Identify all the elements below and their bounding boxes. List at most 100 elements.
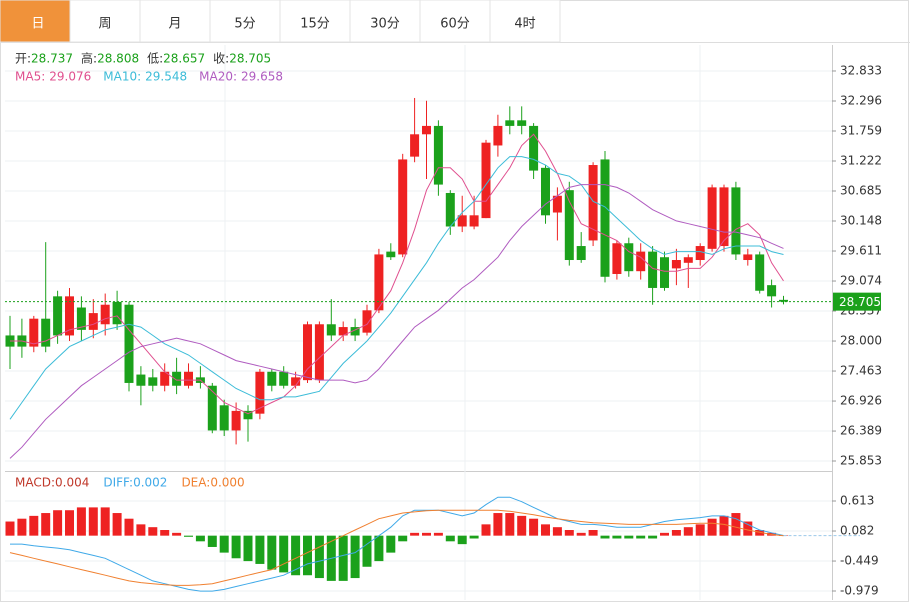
- candle-body: [267, 371, 277, 386]
- macd-bar: [76, 507, 86, 536]
- macd-bar: [564, 530, 574, 536]
- tab-label: 5分: [234, 17, 255, 32]
- y-tick-label: 32.833: [840, 63, 882, 77]
- macd-bar: [350, 535, 360, 579]
- legend-value: 29.548: [145, 70, 187, 84]
- tab-box: [139, 0, 211, 43]
- macd-line: [9, 509, 784, 586]
- macd-bar: [636, 535, 646, 539]
- y-tick-label: 32.296: [840, 93, 882, 107]
- candle-body: [552, 195, 562, 213]
- macd-bar: [29, 515, 39, 536]
- ohlc-value: 28.737: [31, 52, 73, 66]
- macd-bar: [529, 518, 539, 536]
- candle-body: [326, 324, 336, 336]
- macd-bar: [172, 532, 182, 536]
- candle-body: [505, 120, 515, 126]
- macd-bar: [707, 518, 717, 536]
- candle-body: [172, 371, 182, 386]
- candle-body: [767, 285, 777, 297]
- macd-bar: [53, 510, 63, 536]
- legend-label: DEA:: [181, 476, 210, 490]
- tab-label: 15分: [300, 17, 330, 32]
- macd-bar: [719, 515, 729, 536]
- candle-body: [100, 304, 110, 325]
- macd-bar: [648, 535, 658, 539]
- macd-bar: [148, 527, 158, 536]
- legend-label: MA5:: [15, 70, 45, 84]
- candle-body: [445, 192, 455, 227]
- candle-body: [314, 324, 324, 381]
- candle-body: [636, 251, 646, 272]
- tab[interactable]: 日: [0, 0, 76, 43]
- ohlc-value: 28.657: [163, 52, 205, 66]
- candle-body: [457, 215, 467, 227]
- y-tick-label: 26.926: [840, 394, 882, 408]
- macd-bar: [410, 532, 420, 536]
- macd-bar: [433, 532, 443, 536]
- candle-body: [481, 142, 491, 219]
- candle-body: [671, 260, 681, 269]
- candle-body: [624, 243, 634, 272]
- candle-body: [124, 304, 134, 383]
- candle-body: [755, 254, 765, 291]
- tab[interactable]: 60分: [419, 0, 491, 43]
- tab[interactable]: 4时: [489, 0, 561, 43]
- tab[interactable]: 周: [69, 0, 141, 43]
- macd-bar: [303, 535, 312, 576]
- ohlc-label: 高:: [81, 51, 97, 66]
- candle-body: [219, 405, 229, 431]
- candle-body: [517, 120, 527, 126]
- candle-body: [41, 318, 51, 347]
- candle-body: [279, 371, 289, 386]
- tab-label: 月: [168, 17, 181, 32]
- candle-body: [160, 371, 170, 386]
- candle-body: [564, 190, 574, 261]
- candle-body: [374, 254, 384, 311]
- candle-body: [743, 254, 753, 261]
- y-tick-label: 31.222: [840, 154, 882, 168]
- tab[interactable]: 5分: [209, 0, 281, 43]
- macd-bar: [243, 535, 253, 562]
- legend-label: DIFF:: [103, 476, 133, 490]
- tab-label: 4时: [514, 17, 535, 32]
- macd-bar: [207, 535, 217, 547]
- macd-bar: [552, 527, 562, 536]
- candle-body: [588, 165, 598, 241]
- candle-body: [469, 215, 479, 227]
- candle-body: [207, 385, 217, 431]
- macd-bar: [112, 513, 122, 536]
- macd-bar: [612, 535, 622, 539]
- legend-label: MA20:: [199, 70, 237, 84]
- macd-bar: [219, 535, 229, 553]
- macd-bar: [184, 535, 193, 537]
- macd-bar: [469, 535, 479, 539]
- ohlc-label: 收:: [213, 52, 229, 66]
- tab[interactable]: 30分: [349, 0, 421, 43]
- macd-bar: [362, 535, 372, 567]
- tab[interactable]: 月: [139, 0, 211, 43]
- macd-bar: [683, 527, 693, 536]
- macd-bar: [457, 535, 467, 545]
- y-tick-label: 0.082: [840, 524, 874, 538]
- candle-body: [719, 187, 729, 247]
- macd-bar: [695, 524, 705, 536]
- tab-box: [0, 0, 76, 43]
- macd-bar: [541, 524, 550, 536]
- candle-body: [529, 125, 539, 171]
- last-price-label: 28.705: [839, 295, 881, 309]
- candle-body: [779, 299, 788, 302]
- y-tick-label: -0.449: [840, 554, 879, 568]
- macd-bar: [291, 535, 301, 576]
- macd-bar: [624, 535, 634, 539]
- macd-bar: [17, 518, 27, 536]
- candle-body: [648, 251, 658, 288]
- macd-bar: [755, 530, 765, 536]
- macd-bar: [374, 535, 384, 562]
- y-tick-label: 25.853: [840, 454, 882, 468]
- ohlc-label: 低:: [147, 52, 163, 66]
- tab[interactable]: 15分: [279, 0, 351, 43]
- y-tick-label: 0.613: [840, 494, 874, 508]
